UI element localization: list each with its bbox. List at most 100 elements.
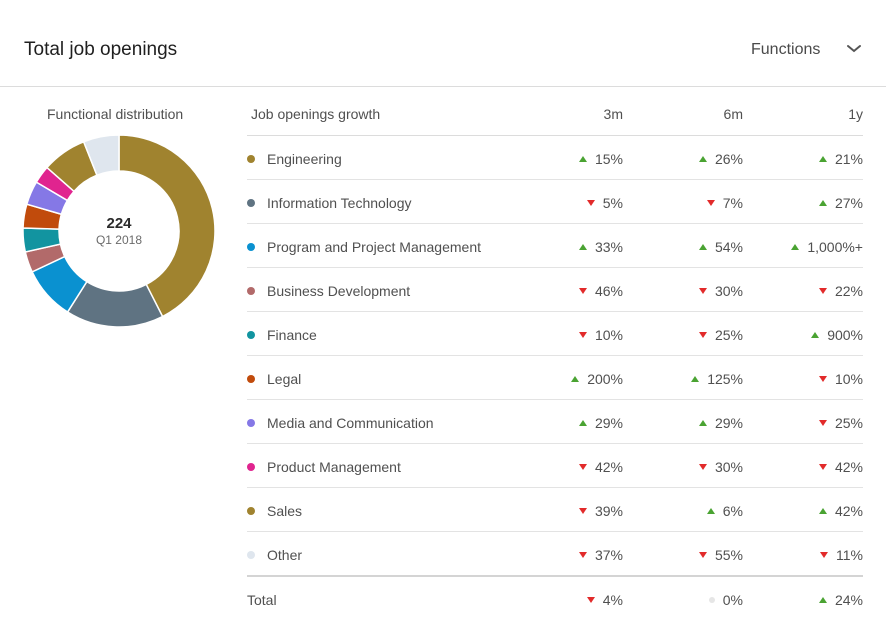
change-1y: 900% xyxy=(811,327,863,343)
change-6m: 55% xyxy=(698,547,743,563)
change-1y: 25% xyxy=(818,415,863,431)
arrow-down-icon xyxy=(820,552,829,559)
card-title: Total job openings xyxy=(24,39,178,60)
arrow-down-icon xyxy=(698,552,707,559)
arrow-up-icon xyxy=(578,156,587,163)
chevron-down-icon[interactable] xyxy=(846,44,862,54)
function-name: Other xyxy=(267,547,303,563)
functions-dropdown[interactable]: Functions xyxy=(751,41,821,58)
header-6m[interactable]: 6m xyxy=(723,106,743,122)
table-row[interactable]: Program and Project Management 33% 54% 1,00… xyxy=(247,224,863,268)
arrow-down-icon xyxy=(698,288,707,295)
change-value: 30% xyxy=(714,459,743,475)
table-header: Job openings growth 3m 6m 1y xyxy=(247,92,863,136)
arrow-up-icon xyxy=(698,156,707,163)
table-row[interactable]: Sales 39% 6% 42% xyxy=(247,488,863,532)
change-1y: 27% xyxy=(818,195,863,211)
change-3m: 46% xyxy=(578,283,623,299)
change-value: 39% xyxy=(594,503,623,519)
table-row[interactable]: Product Management 42% 30% 42% xyxy=(247,444,863,488)
change-value: 54% xyxy=(714,239,743,255)
change-6m: 125% xyxy=(691,371,743,387)
change-value: 1,000%+ xyxy=(807,239,863,255)
donut-segment[interactable] xyxy=(118,134,216,318)
change-6m: 30% xyxy=(698,459,743,475)
function-name: Media and Communication xyxy=(267,415,434,431)
change-value: 26% xyxy=(714,151,743,167)
change-6m: 25% xyxy=(698,327,743,343)
change-value: 22% xyxy=(834,283,863,299)
change-value: 11% xyxy=(836,547,863,563)
function-name: Program and Project Management xyxy=(267,239,481,255)
legend-dot xyxy=(247,199,255,207)
change-value: 37% xyxy=(594,547,623,563)
function-name: Finance xyxy=(267,327,317,343)
change-1y: 1,000%+ xyxy=(791,239,863,255)
change-value: 10% xyxy=(594,327,623,343)
change-value: 29% xyxy=(714,415,743,431)
arrow-up-icon xyxy=(578,420,587,427)
table-row[interactable]: Finance 10% 25% 900% xyxy=(247,312,863,356)
arrow-down-icon xyxy=(586,597,595,604)
change-6m: 26% xyxy=(698,151,743,167)
change-6m: 7% xyxy=(706,195,743,211)
function-name: Information Technology xyxy=(267,195,412,211)
arrow-down-icon xyxy=(578,464,587,471)
change-value: 7% xyxy=(722,195,743,211)
legend-dot xyxy=(247,507,255,515)
legend-dot xyxy=(247,419,255,427)
change-value: 42% xyxy=(834,459,863,475)
legend-dot xyxy=(247,375,255,383)
change-value: 25% xyxy=(714,327,743,343)
change-3m: 33% xyxy=(578,239,623,255)
change-1y: 42% xyxy=(818,503,863,519)
arrow-down-icon xyxy=(578,552,587,559)
table-row[interactable]: Business Development 46% 30% 22% xyxy=(247,268,863,312)
change-value: 42% xyxy=(834,503,863,519)
arrow-down-icon xyxy=(578,288,587,295)
arrow-down-icon xyxy=(818,288,827,295)
change-6m: 54% xyxy=(698,239,743,255)
header-1y[interactable]: 1y xyxy=(848,106,863,122)
table-row[interactable]: Media and Communication 29% 29% 25% xyxy=(247,400,863,444)
change-6m: 29% xyxy=(698,415,743,431)
arrow-up-icon xyxy=(691,376,700,383)
donut-center-sub: Q1 2018 xyxy=(95,233,143,247)
arrow-down-icon xyxy=(698,464,707,471)
arrow-down-icon xyxy=(578,508,587,515)
header-3m[interactable]: 3m xyxy=(603,106,623,122)
change-value: 30% xyxy=(714,283,743,299)
change-3m: 5% xyxy=(586,195,623,211)
table-row[interactable]: Engineering 15% 26% 21% xyxy=(247,136,863,180)
arrow-down-icon xyxy=(818,376,827,383)
table-row[interactable]: Information Technology 5% 7% 27% xyxy=(247,180,863,224)
function-name: Sales xyxy=(267,503,303,519)
total-1y: 24% xyxy=(818,592,863,608)
change-1y: 42% xyxy=(818,459,863,475)
arrow-up-icon xyxy=(791,244,800,251)
change-value: 46% xyxy=(594,283,623,299)
arrow-up-icon xyxy=(698,244,707,251)
table-row[interactable]: Legal 200% 125% 10% xyxy=(247,356,863,400)
change-value: 33% xyxy=(594,239,623,255)
change-6m: 6% xyxy=(706,503,743,519)
change-value: 21% xyxy=(834,151,863,167)
change-value: 200% xyxy=(587,371,623,387)
legend-dot xyxy=(247,155,255,163)
change-3m: 39% xyxy=(578,503,623,519)
change-value: 5% xyxy=(602,195,623,211)
neutral-dot-icon xyxy=(708,597,715,604)
donut-segment[interactable] xyxy=(82,134,120,177)
change-1y: 21% xyxy=(818,151,863,167)
table-row[interactable]: Other 37% 55% 11% xyxy=(247,532,863,577)
change-1y: 22% xyxy=(818,283,863,299)
change-6m: 30% xyxy=(698,283,743,299)
donut-label: Functional distribution xyxy=(47,106,184,122)
donut-center-value: 224 xyxy=(106,215,132,232)
change-value: 10% xyxy=(834,371,863,387)
legend-dot xyxy=(247,463,255,471)
arrow-down-icon xyxy=(698,332,707,339)
arrow-up-icon xyxy=(818,597,827,604)
arrow-up-icon xyxy=(706,508,715,515)
change-value: 42% xyxy=(594,459,623,475)
